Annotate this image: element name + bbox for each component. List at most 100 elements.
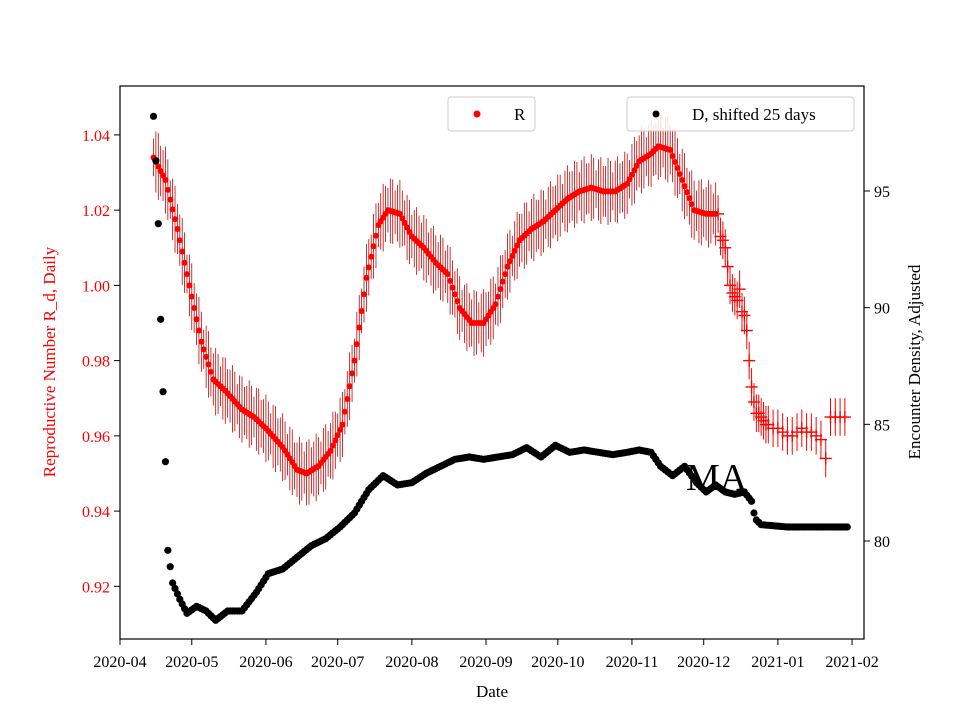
right-y-axis-ticks: 80 85 90 95	[864, 184, 890, 551]
legend-d-label: D, shifted 25 days	[692, 105, 816, 124]
left-y-tick-label: 1.04	[82, 128, 110, 145]
r-point	[370, 243, 377, 250]
left-y-tick-label: 0.94	[82, 504, 110, 521]
r-error-bars	[153, 112, 846, 506]
r-point	[155, 163, 162, 170]
r-point	[667, 146, 674, 153]
r-point	[624, 180, 631, 187]
r-point	[207, 368, 214, 375]
r-point	[688, 201, 695, 208]
r-point	[365, 264, 372, 271]
r-point	[514, 242, 521, 249]
d-point	[164, 546, 172, 554]
right-y-axis-label: Encounter Density, Adjusted	[905, 264, 924, 459]
r-point	[628, 171, 635, 178]
right-y-tick-label: 95	[874, 184, 890, 201]
d-point	[747, 497, 756, 505]
r-point	[401, 219, 408, 226]
r-point	[361, 291, 368, 298]
r-point	[672, 158, 679, 165]
r-point	[172, 216, 179, 223]
d-point	[154, 220, 162, 228]
x-tick-label: 2020-07	[311, 654, 364, 671]
r-point	[337, 426, 344, 433]
d-point	[159, 388, 167, 396]
legend-r: R	[447, 96, 536, 132]
x-axis-ticks: 2020-04 2020-05 2020-06 2020-07 2020-08 2020-…	[93, 639, 879, 671]
r-cross-point	[716, 234, 729, 247]
r-point	[174, 225, 181, 232]
legend-d-frame	[626, 96, 855, 132]
left-y-tick-label: 0.92	[82, 579, 110, 596]
r-point	[169, 206, 176, 213]
r-cross-point	[738, 309, 751, 322]
d-point	[843, 523, 851, 531]
d-point	[149, 112, 158, 120]
r-cross-point	[733, 283, 746, 296]
r-point	[509, 253, 516, 260]
x-tick-label: 2021-01	[751, 654, 804, 671]
r-cross-point	[814, 433, 827, 446]
r-point	[205, 361, 212, 368]
right-y-tick-label: 80	[874, 534, 890, 551]
r-point	[341, 408, 348, 415]
d-point	[157, 315, 165, 323]
r-point	[449, 284, 456, 291]
r-point	[631, 167, 638, 174]
r-cross-point	[724, 279, 737, 292]
left-y-axis-ticks: 0.92 0.94 0.96 0.98 1.00 1.02 1.04	[82, 128, 120, 596]
r-point	[327, 447, 334, 454]
r-point	[193, 316, 200, 323]
r-point	[502, 271, 509, 278]
r-point	[346, 383, 353, 390]
x-tick-label: 2021-02	[825, 654, 878, 671]
r-point	[353, 341, 360, 348]
r-point	[334, 432, 341, 439]
legend-d: D, shifted 25 days	[626, 96, 855, 132]
r-point	[358, 307, 365, 314]
r-point	[191, 304, 198, 311]
r-point	[447, 277, 454, 284]
left-y-tick-label: 1.00	[82, 278, 110, 295]
r-point	[351, 357, 358, 364]
r-cross-point	[838, 411, 851, 424]
d-point	[750, 509, 758, 517]
r-point	[674, 165, 681, 172]
x-tick-label: 2020-08	[385, 654, 438, 671]
legend-r-marker	[473, 110, 481, 118]
x-tick-label: 2020-05	[165, 654, 218, 671]
r-point	[451, 291, 458, 298]
r-point	[676, 171, 683, 178]
legend-r-label: R	[514, 105, 526, 124]
r-point	[494, 293, 501, 300]
left-y-tick-label: 1.02	[82, 203, 110, 220]
r-point	[344, 395, 351, 402]
right-y-tick-label: 85	[874, 417, 890, 434]
r-cross-point	[740, 324, 753, 337]
d-point	[152, 157, 160, 165]
r-point	[399, 215, 406, 222]
r-point	[669, 152, 676, 159]
right-y-tick-label: 90	[874, 301, 890, 318]
left-y-tick-label: 0.98	[82, 354, 110, 371]
r-cross-point	[719, 241, 732, 254]
r-point	[200, 346, 207, 353]
r-point	[181, 259, 188, 266]
x-tick-label: 2020-04	[93, 654, 146, 671]
r-point	[339, 421, 346, 428]
r-point	[497, 286, 504, 293]
r-point	[162, 177, 169, 184]
r-point	[368, 253, 375, 260]
d-point	[173, 590, 182, 598]
x-tick-label: 2020-10	[531, 654, 584, 671]
d-point	[171, 584, 179, 593]
d-point	[169, 579, 177, 587]
r-cross-point	[747, 396, 760, 408]
plot-frame	[119, 85, 865, 640]
r-point	[186, 282, 193, 289]
r-point	[332, 437, 339, 444]
x-tick-label: 2020-11	[606, 654, 659, 671]
r-point	[188, 293, 195, 300]
r-point	[349, 370, 356, 377]
r-point	[633, 162, 640, 169]
